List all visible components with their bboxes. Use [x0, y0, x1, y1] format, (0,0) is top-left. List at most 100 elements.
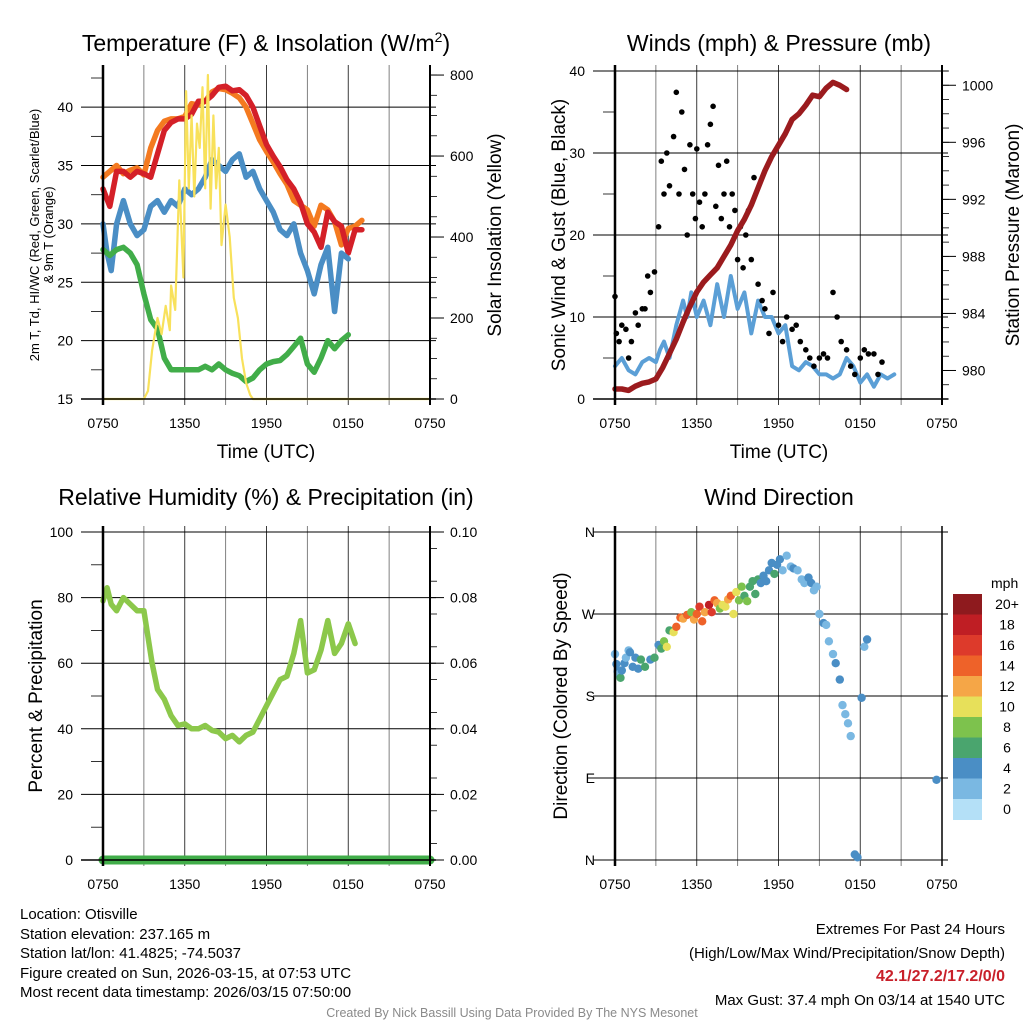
wdir-plot: 0750 1350 1950 0150 0750NESWNmph20+181614121… [582, 524, 1019, 892]
wind-direction-point [857, 693, 866, 702]
temp-ytick-label: 40 [57, 99, 73, 115]
wind-direction-point [737, 582, 746, 591]
wind-direction-point [692, 609, 701, 619]
wdir-xtick-label: 0150 [845, 876, 876, 892]
colorbar-swatch [953, 676, 982, 697]
gust-point [676, 191, 682, 197]
colorbar-label: 18 [999, 617, 1015, 633]
recent-data-text: Most recent data timestamp: 2026/03/15 0… [20, 984, 352, 1001]
gust-point [718, 215, 725, 222]
gust-point [783, 314, 790, 320]
winds-plot: 0750 1350 1950 0150 0750 0 10 20 30 40 980 984 988 99… [569, 63, 993, 431]
temp-ytick-label: 25 [57, 274, 73, 290]
wind-direction-point [732, 587, 741, 597]
gust-point [820, 351, 827, 357]
gust-point [807, 355, 813, 361]
temp-xtick-label: 0750 [414, 415, 445, 431]
gust-point [670, 133, 677, 140]
wind-direction-point [841, 710, 850, 719]
created-text: Figure created on Sun, 2026-03-15, at 07… [20, 964, 352, 982]
wind-direction-point [729, 609, 738, 619]
gust-point [770, 289, 776, 296]
gust-point [689, 191, 696, 197]
temp-series-hi-wc [100, 151, 352, 315]
rh-ytick-label: 80 [57, 590, 73, 606]
temp-y2tick-label: 400 [450, 229, 474, 245]
winds-xtick-label: 0150 [845, 415, 876, 431]
rh-ytick-label: 20 [57, 786, 73, 802]
wind-direction-point [853, 853, 862, 862]
temp-xtick-label: 0150 [333, 415, 364, 431]
temp-series-2m-t [100, 83, 365, 256]
winds-xtick-label: 1350 [681, 415, 712, 431]
credit-text: Created By Nick Bassill Using Data Provi… [326, 1006, 698, 1020]
wind-direction-point [793, 566, 802, 575]
gust-point [699, 224, 705, 230]
winds-xlabel: Time (UTC) [730, 442, 829, 463]
rh-y2tick-label: 0.10 [450, 524, 477, 540]
gust-point [748, 256, 755, 263]
gust-point [632, 310, 639, 316]
gust-point [644, 273, 651, 279]
temp-y2tick-label: 200 [450, 310, 474, 326]
gust-point [692, 215, 699, 222]
max-gust-text: Max Gust: 37.4 mph On 03/14 at 1540 UTC [714, 991, 1005, 1009]
gust-point [713, 203, 719, 210]
extremes-info: Extremes For Past 24 Hours (High/Low/Max… [689, 918, 1005, 1012]
gust-point [830, 289, 836, 296]
colorbar-label: 0 [1003, 801, 1011, 817]
wind-direction-point [778, 566, 787, 575]
gust-point [655, 224, 662, 230]
winds-ylabel-right: Station Pressure (Maroon) [1003, 124, 1024, 347]
wind-direction-point [640, 662, 650, 671]
gust-point [673, 89, 680, 96]
colorbar-label: 14 [999, 658, 1015, 674]
gust-point [684, 232, 690, 238]
rh-xtick-label: 1350 [169, 876, 200, 892]
wind-direction-point [782, 551, 791, 560]
wind-direction-point [650, 653, 659, 662]
gust-point [816, 355, 823, 361]
gust-point [619, 322, 625, 329]
gust-point [726, 224, 733, 230]
wind-direction-point [822, 620, 831, 630]
gust-point [702, 191, 708, 197]
winds-ytick-label: 20 [569, 227, 585, 243]
temp-series-2m-td [100, 244, 352, 385]
location-text: Location: Otisville [20, 906, 138, 923]
gust-point [694, 146, 700, 152]
colorbar-swatch [953, 594, 982, 615]
gust-point [797, 338, 804, 345]
gust-point [789, 326, 795, 333]
temp-ylabel-line1: 2m T, Td, HI/WC (Red, Green, Scarlet/Blu… [27, 109, 42, 361]
colorbar-label: 8 [1003, 719, 1011, 735]
colorbar-label: 2 [1003, 781, 1011, 797]
gust-point [824, 355, 831, 361]
winds-ytick-label: 10 [569, 309, 585, 325]
colorbar-swatch [953, 635, 982, 656]
colorbar-label: 12 [999, 678, 1015, 694]
gust-point [766, 330, 772, 337]
gust-point [642, 306, 648, 312]
gust-point [704, 142, 711, 148]
wind-direction-point [625, 648, 635, 657]
wind-direction-point [636, 655, 646, 664]
rh-y2tick-label: 0.06 [450, 655, 477, 671]
temp-ylabel-right: Solar Insolation (Yellow) [485, 133, 506, 336]
temp-xlabel: Time (UTC) [217, 442, 316, 463]
rh-ytick-label: 40 [57, 721, 73, 737]
rh-xtick-label: 0150 [333, 876, 364, 892]
colorbar-label: 16 [999, 637, 1015, 653]
wdir-xtick-label: 0750 [599, 876, 630, 892]
elevation-text: Station elevation: 237.165 m [20, 925, 211, 943]
gust-point [775, 322, 782, 329]
colorbar-swatch [953, 655, 982, 677]
gust-point [651, 269, 658, 275]
wind-direction-point [835, 675, 844, 684]
wind-direction-point [812, 582, 821, 591]
extremes-title: Extremes For Past 24 Hours [815, 921, 1005, 938]
station-info: Location: Otisville Station elevation: 2… [20, 905, 351, 1003]
rh-ytick-label: 60 [57, 655, 73, 671]
gust-point [803, 347, 809, 353]
gust-point [871, 351, 877, 357]
